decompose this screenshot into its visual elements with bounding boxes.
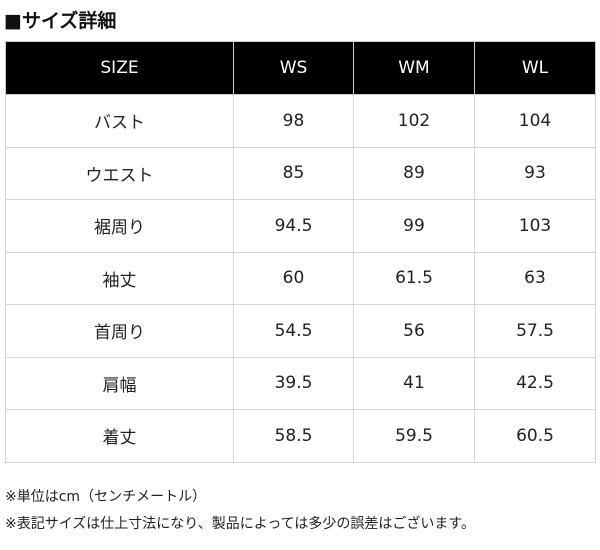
cell: 60.5 [474, 409, 596, 463]
cell: 85 [233, 146, 354, 200]
note: ※表記サイズは仕上寸法になり、製品によっては多少の誤差はございます。 [5, 516, 475, 532]
table-row: 着丈 58.5 59.5 60.5 [5, 409, 596, 463]
cell: 61.5 [353, 251, 475, 305]
table-row: 首周り 54.5 56 57.5 [5, 304, 596, 358]
table-row: 袖丈 60 61.5 63 [5, 251, 596, 305]
cell: 41 [353, 356, 475, 410]
row-label: 着丈 [5, 409, 234, 463]
cell: 39.5 [233, 356, 354, 410]
column-header: SIZE [5, 41, 234, 95]
cell: 93 [474, 146, 596, 200]
title: ■サイズ詳細 [4, 10, 117, 32]
row-label: 肩幅 [5, 356, 234, 410]
table-row: ウエスト 85 89 93 [5, 146, 596, 200]
table-row: バスト 98 102 104 [5, 94, 596, 148]
row-label: ウエスト [5, 146, 234, 200]
row-label: 首周り [5, 304, 234, 358]
cell: 89 [353, 146, 475, 200]
table-head: SIZE WS WM WL [5, 41, 596, 95]
cell: 99 [353, 199, 475, 253]
row-label: 袖丈 [5, 251, 234, 305]
row-label: 裾周り [5, 199, 234, 253]
column-header: WS [233, 41, 354, 95]
cell: 104 [474, 94, 596, 148]
cell: 98 [233, 94, 354, 148]
cell: 56 [353, 304, 475, 358]
row-label: バスト [5, 94, 234, 148]
size-table: SIZE WS WM WL バスト 98 102 104 ウエスト 85 89 93 裾周り 94.5 9… [5, 41, 596, 463]
column-header: WM [353, 41, 475, 95]
cell: 57.5 [474, 304, 596, 358]
table-body: バスト 98 102 104 ウエスト 85 89 93 裾周り 94.5 99 103 袖丈 60 61.… [5, 94, 596, 463]
column-header: WL [474, 41, 596, 95]
header-row: SIZE WS WM WL [5, 41, 596, 95]
cell: 63 [474, 251, 596, 305]
cell: 42.5 [474, 356, 596, 410]
note: ※単位はcm（センチメートル） [5, 489, 207, 505]
cell: 54.5 [233, 304, 354, 358]
cell: 58.5 [233, 409, 354, 463]
cell: 102 [353, 94, 475, 148]
cell: 60 [233, 251, 354, 305]
table-row: 裾周り 94.5 99 103 [5, 199, 596, 253]
table-row: 肩幅 39.5 41 42.5 [5, 356, 596, 410]
cell: 94.5 [233, 199, 354, 253]
cell: 103 [474, 199, 596, 253]
cell: 59.5 [353, 409, 475, 463]
